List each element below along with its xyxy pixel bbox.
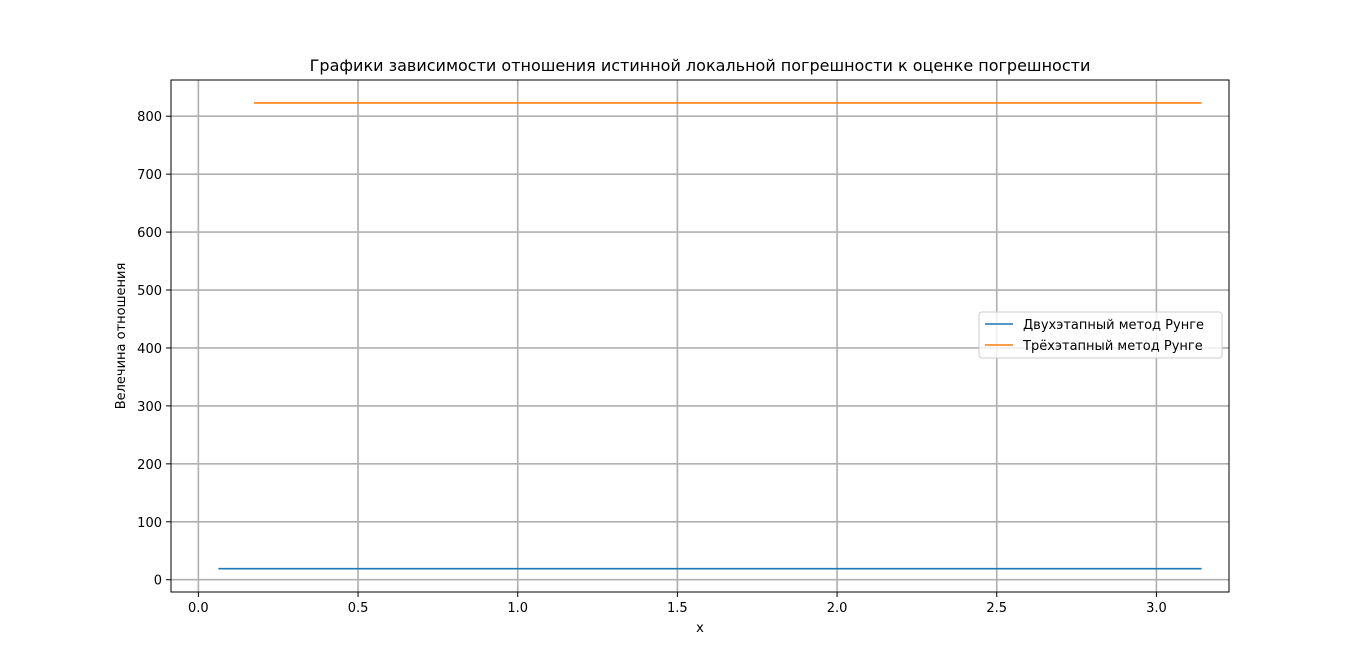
x-tick-label: 0.5 [348, 601, 369, 616]
legend-label-series-2: Трёхэтапный метод Рунге [1022, 339, 1203, 354]
x-tick-label: 1.0 [507, 601, 528, 616]
y-tick-label: 200 [137, 458, 162, 473]
y-tick-label: 800 [137, 110, 162, 125]
x-axis-ticks: 0.0 0.5 1.0 1.5 2.0 2.5 3.0 [188, 592, 1167, 616]
x-tick-label: 3.0 [1146, 601, 1167, 616]
y-tick-label: 700 [137, 168, 162, 183]
y-tick-label: 600 [137, 226, 162, 241]
x-tick-label: 2.5 [986, 601, 1007, 616]
chart-title: Графики зависимости отношения истинной л… [310, 56, 1091, 75]
series-lines [218, 102, 1202, 570]
legend-box [978, 311, 1223, 359]
y-tick-label: 100 [137, 516, 162, 531]
y-tick-label: 500 [137, 284, 162, 299]
x-tick-label: 0.0 [188, 601, 209, 616]
legend-label-series-1: Двухэтапный метод Рунге [1023, 318, 1204, 333]
y-tick-label: 400 [137, 342, 162, 357]
x-tick-label: 1.5 [667, 601, 688, 616]
y-tick-label: 300 [137, 400, 162, 415]
plot-frame [170, 79, 1230, 593]
y-axis-ticks: 0 100 200 300 400 500 600 700 800 [137, 110, 171, 589]
y-axis-label: Велечина отношения [114, 263, 129, 410]
y-tick-label: 0 [154, 574, 162, 589]
x-tick-label: 2.0 [827, 601, 848, 616]
legend: Двухэтапный метод Рунге Трёхэтапный мето… [978, 311, 1223, 359]
x-axis-label: x [696, 621, 704, 636]
